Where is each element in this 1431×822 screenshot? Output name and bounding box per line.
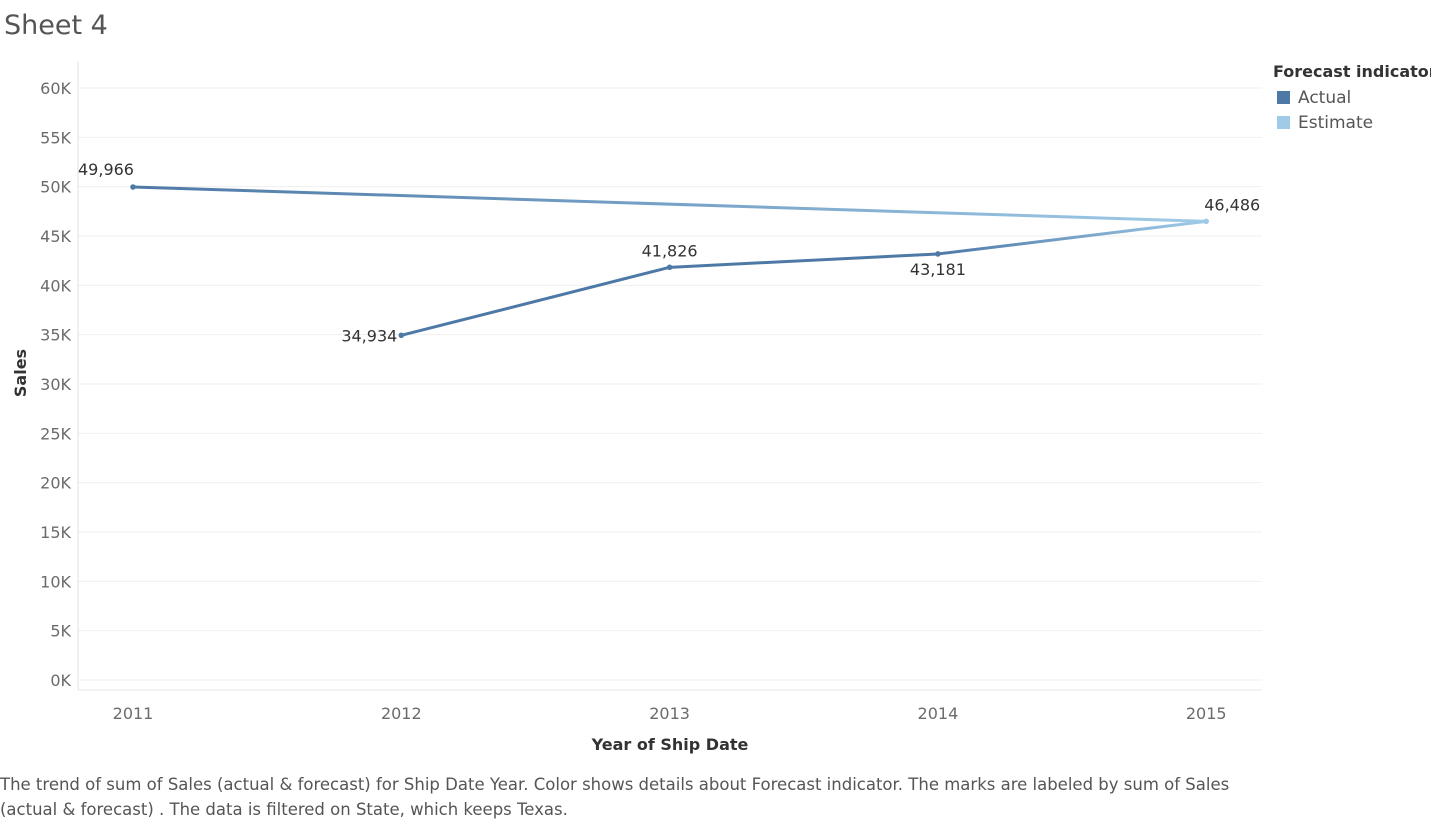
y-tick-label: 0K <box>50 671 71 690</box>
y-axis-ticks: 0K 5K 10K 15K 20K 25K 30K 35K 40K 45K 50K 55K 60K <box>40 79 71 690</box>
y-tick-label: 50K <box>40 178 71 197</box>
series-line-segment <box>668 252 940 269</box>
legend-title: Forecast indicator <box>1273 62 1431 81</box>
legend-item-estimate[interactable]: Estimate <box>1273 110 1431 135</box>
y-tick-label: 20K <box>40 474 71 493</box>
legend-swatch-actual <box>1277 91 1290 104</box>
data-label: 49,966 <box>78 160 134 179</box>
sheet-title: Sheet 4 <box>4 10 108 41</box>
data-points <box>130 184 1209 339</box>
series-line-segment <box>399 265 672 337</box>
series-line-segment <box>936 219 1208 256</box>
x-tick-label: 2012 <box>381 704 422 723</box>
y-tick-label: 55K <box>40 128 71 147</box>
x-axis-title: Year of Ship Date <box>591 735 749 754</box>
data-label: 41,826 <box>642 241 698 260</box>
series-lines <box>131 185 1208 337</box>
data-point <box>130 184 136 190</box>
axes <box>77 62 1262 691</box>
y-tick-label: 10K <box>40 572 71 591</box>
chart-caption: The trend of sum of Sales (actual & fore… <box>0 775 1230 819</box>
x-axis-ticks: 2011 2012 2013 2014 2015 <box>113 704 1227 723</box>
data-point <box>666 264 673 271</box>
x-tick-label: 2014 <box>918 704 959 723</box>
legend-label-estimate: Estimate <box>1298 112 1374 133</box>
y-tick-label: 40K <box>40 276 71 295</box>
legend: Forecast indicator Actual Estimate <box>1273 62 1431 135</box>
data-label: 34,934 <box>341 326 397 345</box>
x-tick-label: 2011 <box>113 704 154 723</box>
y-tick-label: 35K <box>40 326 71 345</box>
data-point <box>1203 218 1209 225</box>
y-tick-label: 45K <box>40 227 71 246</box>
legend-swatch-estimate <box>1277 116 1290 129</box>
y-tick-label: 30K <box>40 375 71 394</box>
series-line-segment <box>131 185 1208 223</box>
data-labels: 49,966 34,934 41,826 43,181 46,486 <box>78 160 1260 345</box>
y-tick-label: 15K <box>40 523 71 542</box>
gridlines <box>78 87 1262 681</box>
data-point <box>398 332 405 339</box>
x-tick-label: 2015 <box>1186 704 1227 723</box>
data-label: 43,181 <box>910 260 966 279</box>
legend-item-actual[interactable]: Actual <box>1273 85 1431 110</box>
data-point <box>935 251 941 257</box>
y-tick-label: 60K <box>40 79 71 98</box>
y-axis-title: Sales <box>11 349 30 397</box>
x-tick-label: 2013 <box>649 704 690 723</box>
data-label: 46,486 <box>1204 195 1260 214</box>
y-tick-label: 5K <box>50 622 71 641</box>
y-tick-label: 25K <box>40 424 71 443</box>
legend-label-actual: Actual <box>1298 87 1352 108</box>
